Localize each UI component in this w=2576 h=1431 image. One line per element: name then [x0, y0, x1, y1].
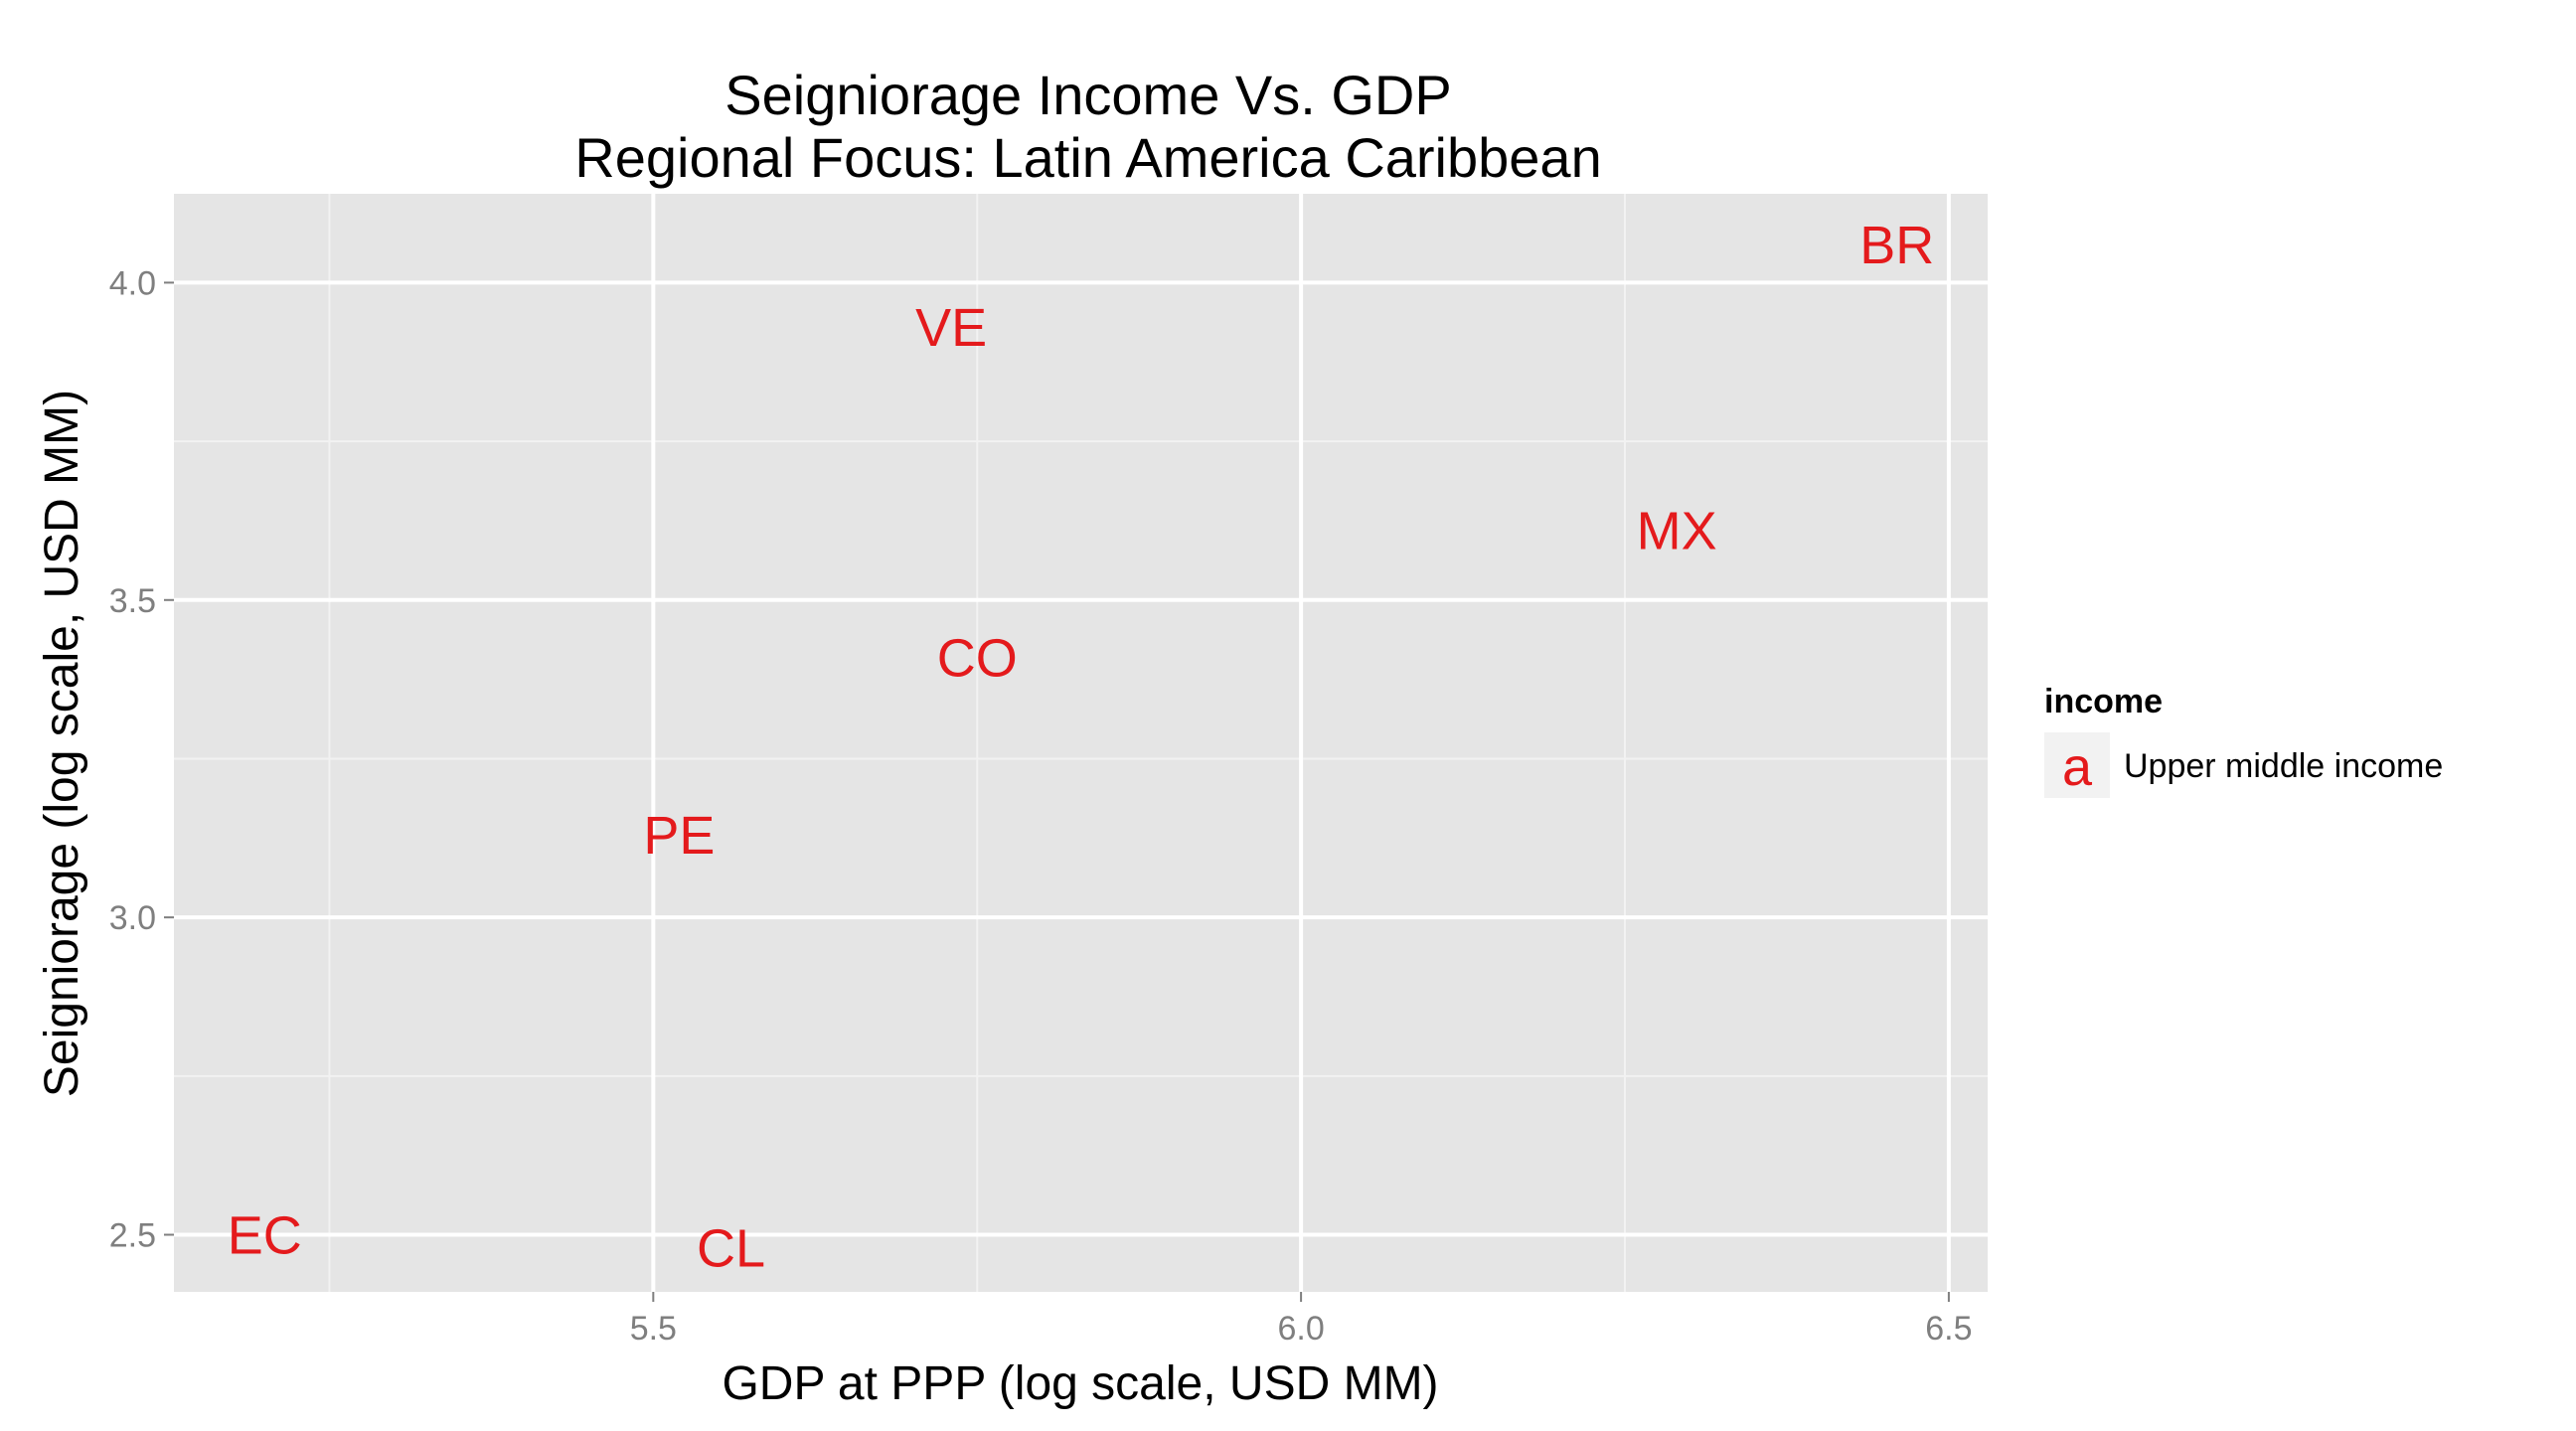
- legend-title: income: [2044, 683, 2163, 720]
- legend-key-glyph: a: [2062, 737, 2093, 797]
- point-label-cl: CL: [697, 1218, 765, 1278]
- major-gridlines: [174, 194, 1988, 1292]
- y-tick-label: 2.5: [109, 1217, 156, 1255]
- y-axis-title: Seigniorage (log scale, USD MM): [36, 390, 88, 1097]
- point-label-mx: MX: [1637, 502, 1717, 561]
- data-points: BR VE MX CO PE EC CL: [228, 216, 1935, 1278]
- y-tick-label: 3.0: [109, 899, 156, 937]
- x-tick-label: 6.5: [1925, 1310, 1972, 1348]
- point-label-ve: VE: [915, 298, 987, 358]
- legend-label: Upper middle income: [2124, 747, 2443, 785]
- plot-panel: BR VE MX CO PE EC CL: [174, 194, 1988, 1292]
- legend: income a Upper middle income: [2044, 683, 2443, 798]
- y-axis: 2.5 3.0 3.5 4.0: [109, 264, 174, 1255]
- chart-title: Seigniorage Income Vs. GDP: [724, 64, 1451, 126]
- point-label-pe: PE: [643, 806, 715, 866]
- x-tick-label: 6.0: [1277, 1310, 1324, 1348]
- y-tick-label: 4.0: [109, 264, 156, 302]
- x-axis-title: GDP at PPP (log scale, USD MM): [722, 1357, 1438, 1410]
- point-label-co: CO: [937, 628, 1018, 688]
- point-label-br: BR: [1859, 216, 1934, 275]
- panel-background: [174, 194, 1988, 1292]
- point-label-ec: EC: [228, 1206, 302, 1266]
- chart-subtitle: Regional Focus: Latin America Caribbean: [574, 126, 1601, 189]
- x-tick-label: 5.5: [630, 1310, 677, 1348]
- legend-key: [2044, 732, 2110, 798]
- minor-gridlines: [174, 194, 1988, 1292]
- x-axis: 5.5 6.0 6.5: [630, 1292, 1973, 1348]
- y-tick-label: 3.5: [109, 582, 156, 620]
